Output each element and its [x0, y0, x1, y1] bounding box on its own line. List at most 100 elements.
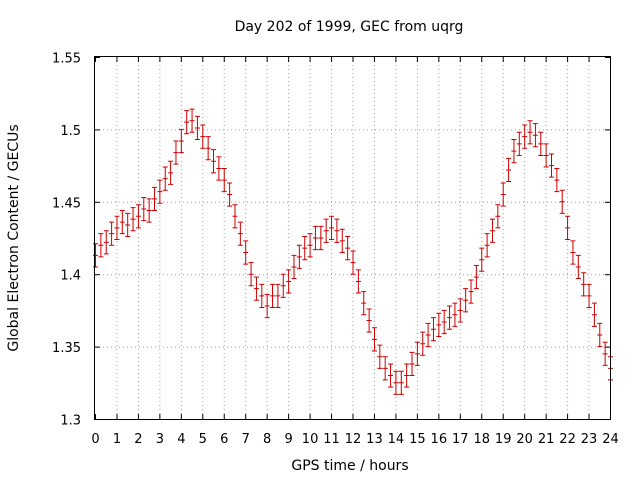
data-point-errorbar	[280, 273, 286, 298]
data-point-errorbar	[511, 139, 517, 164]
data-point-errorbar	[495, 204, 501, 229]
x-tick-label: 11	[323, 432, 340, 447]
data-point-errorbar	[264, 293, 270, 319]
x-tick-label: 18	[473, 432, 490, 447]
x-tick-label: 0	[91, 432, 99, 447]
data-point-errorbar	[388, 363, 394, 388]
data-point-errorbar	[275, 283, 281, 309]
x-tick-label: 17	[452, 432, 469, 447]
data-point-errorbar	[184, 110, 190, 135]
data-point-errorbar	[98, 233, 104, 258]
data-point-errorbar	[538, 131, 544, 156]
data-point-errorbar	[565, 215, 571, 240]
x-tick-label: 12	[345, 432, 362, 447]
x-tick-label: 19	[495, 432, 512, 447]
data-point-errorbar	[146, 198, 152, 223]
data-point-errorbar	[489, 218, 495, 243]
data-point-errorbar	[173, 140, 179, 165]
data-point-errorbar	[168, 160, 174, 185]
data-point-errorbar	[307, 233, 313, 258]
data-point-errorbar	[270, 283, 276, 309]
data-point-errorbar	[162, 166, 168, 191]
data-point-errorbar	[178, 128, 184, 154]
x-tick-label: 6	[220, 432, 228, 447]
data-point-errorbar	[355, 269, 361, 294]
data-point-errorbar	[221, 167, 227, 193]
data-point-errorbar	[414, 341, 420, 366]
data-point-errorbar	[103, 230, 109, 255]
data-point-errorbar	[581, 272, 587, 297]
data-point-errorbar	[506, 157, 512, 183]
x-tick-label: 23	[581, 432, 598, 447]
data-point-errorbar	[527, 120, 533, 145]
x-tick-label: 16	[431, 432, 448, 447]
x-tick-label: 13	[366, 432, 383, 447]
data-point-errorbar	[141, 196, 147, 222]
data-point-errorbar	[597, 322, 603, 348]
data-point-errorbar	[189, 108, 195, 133]
data-point-errorbar	[318, 225, 324, 251]
data-point-errorbar	[382, 356, 388, 381]
data-point-errorbar	[109, 221, 115, 246]
data-point-errorbar	[500, 182, 506, 207]
x-tick-label: 21	[538, 432, 555, 447]
y-tick-label: 1.3	[60, 414, 81, 429]
data-point-errorbar	[473, 265, 479, 290]
chart-title: Day 202 of 1999, GEC from uqrg	[235, 19, 464, 35]
data-point-errorbar	[291, 254, 297, 280]
x-tick-label: 14	[388, 432, 405, 447]
x-axis-label: GPS time / hours	[291, 458, 408, 474]
data-point-errorbar	[522, 124, 528, 149]
data-point-errorbar	[554, 167, 560, 193]
data-point-errorbar	[205, 136, 211, 161]
x-tick-label: 9	[284, 432, 292, 447]
data-point-errorbar	[114, 215, 120, 240]
data-point-errorbar	[441, 309, 447, 335]
y-tick-label: 1.55	[52, 52, 81, 67]
data-point-errorbar	[457, 298, 463, 323]
data-point-errorbar	[286, 269, 292, 294]
data-point-errorbar	[323, 218, 329, 243]
data-point-errorbar	[253, 276, 259, 301]
data-point-errorbar	[334, 218, 340, 243]
data-point-errorbar	[200, 124, 206, 149]
data-point-errorbar	[393, 370, 399, 395]
data-point-errorbar	[398, 370, 404, 395]
data-point-errorbar	[152, 186, 158, 211]
data-point-errorbar	[130, 207, 136, 232]
data-point-errorbar	[371, 327, 377, 352]
x-tick-label: 15	[409, 432, 426, 447]
x-tick-label: 24	[602, 432, 619, 447]
x-tick-label: 8	[263, 432, 271, 447]
data-point-errorbar	[591, 302, 597, 327]
grid	[95, 57, 610, 419]
data-point-errorbar	[302, 236, 308, 261]
data-point-errorbar	[329, 215, 335, 240]
data-point-errorbar	[468, 279, 474, 304]
data-point-errorbar	[430, 317, 436, 342]
y-axis: 1.3 1.35 1.4 1.45 1.5 1.55	[52, 52, 610, 429]
data-point-errorbar	[452, 302, 458, 327]
data-point-errorbar	[447, 305, 453, 330]
data-point-errorbar	[259, 283, 265, 309]
x-tick-label: 5	[199, 432, 207, 447]
data-point-errorbar	[312, 225, 318, 251]
data-point-errorbar	[409, 351, 415, 377]
data-point-errorbar	[350, 250, 356, 275]
data-point-errorbar	[237, 221, 243, 246]
data-point-errorbar	[345, 236, 351, 261]
x-tick-label: 2	[134, 432, 142, 447]
data-point-errorbar	[420, 331, 426, 356]
data-point-errorbar	[575, 254, 581, 280]
data-point-errorbar	[377, 344, 383, 369]
data-point-errorbar	[216, 156, 222, 181]
data-point-errorbar	[586, 283, 592, 309]
x-tick-label: 22	[559, 432, 576, 447]
data-point-errorbar	[543, 143, 549, 168]
data-point-errorbar	[227, 182, 233, 207]
data-point-errorbar	[404, 363, 410, 388]
x-tick-label: 1	[113, 432, 121, 447]
data-point-errorbar	[436, 312, 442, 337]
data-point-errorbar	[548, 153, 554, 178]
